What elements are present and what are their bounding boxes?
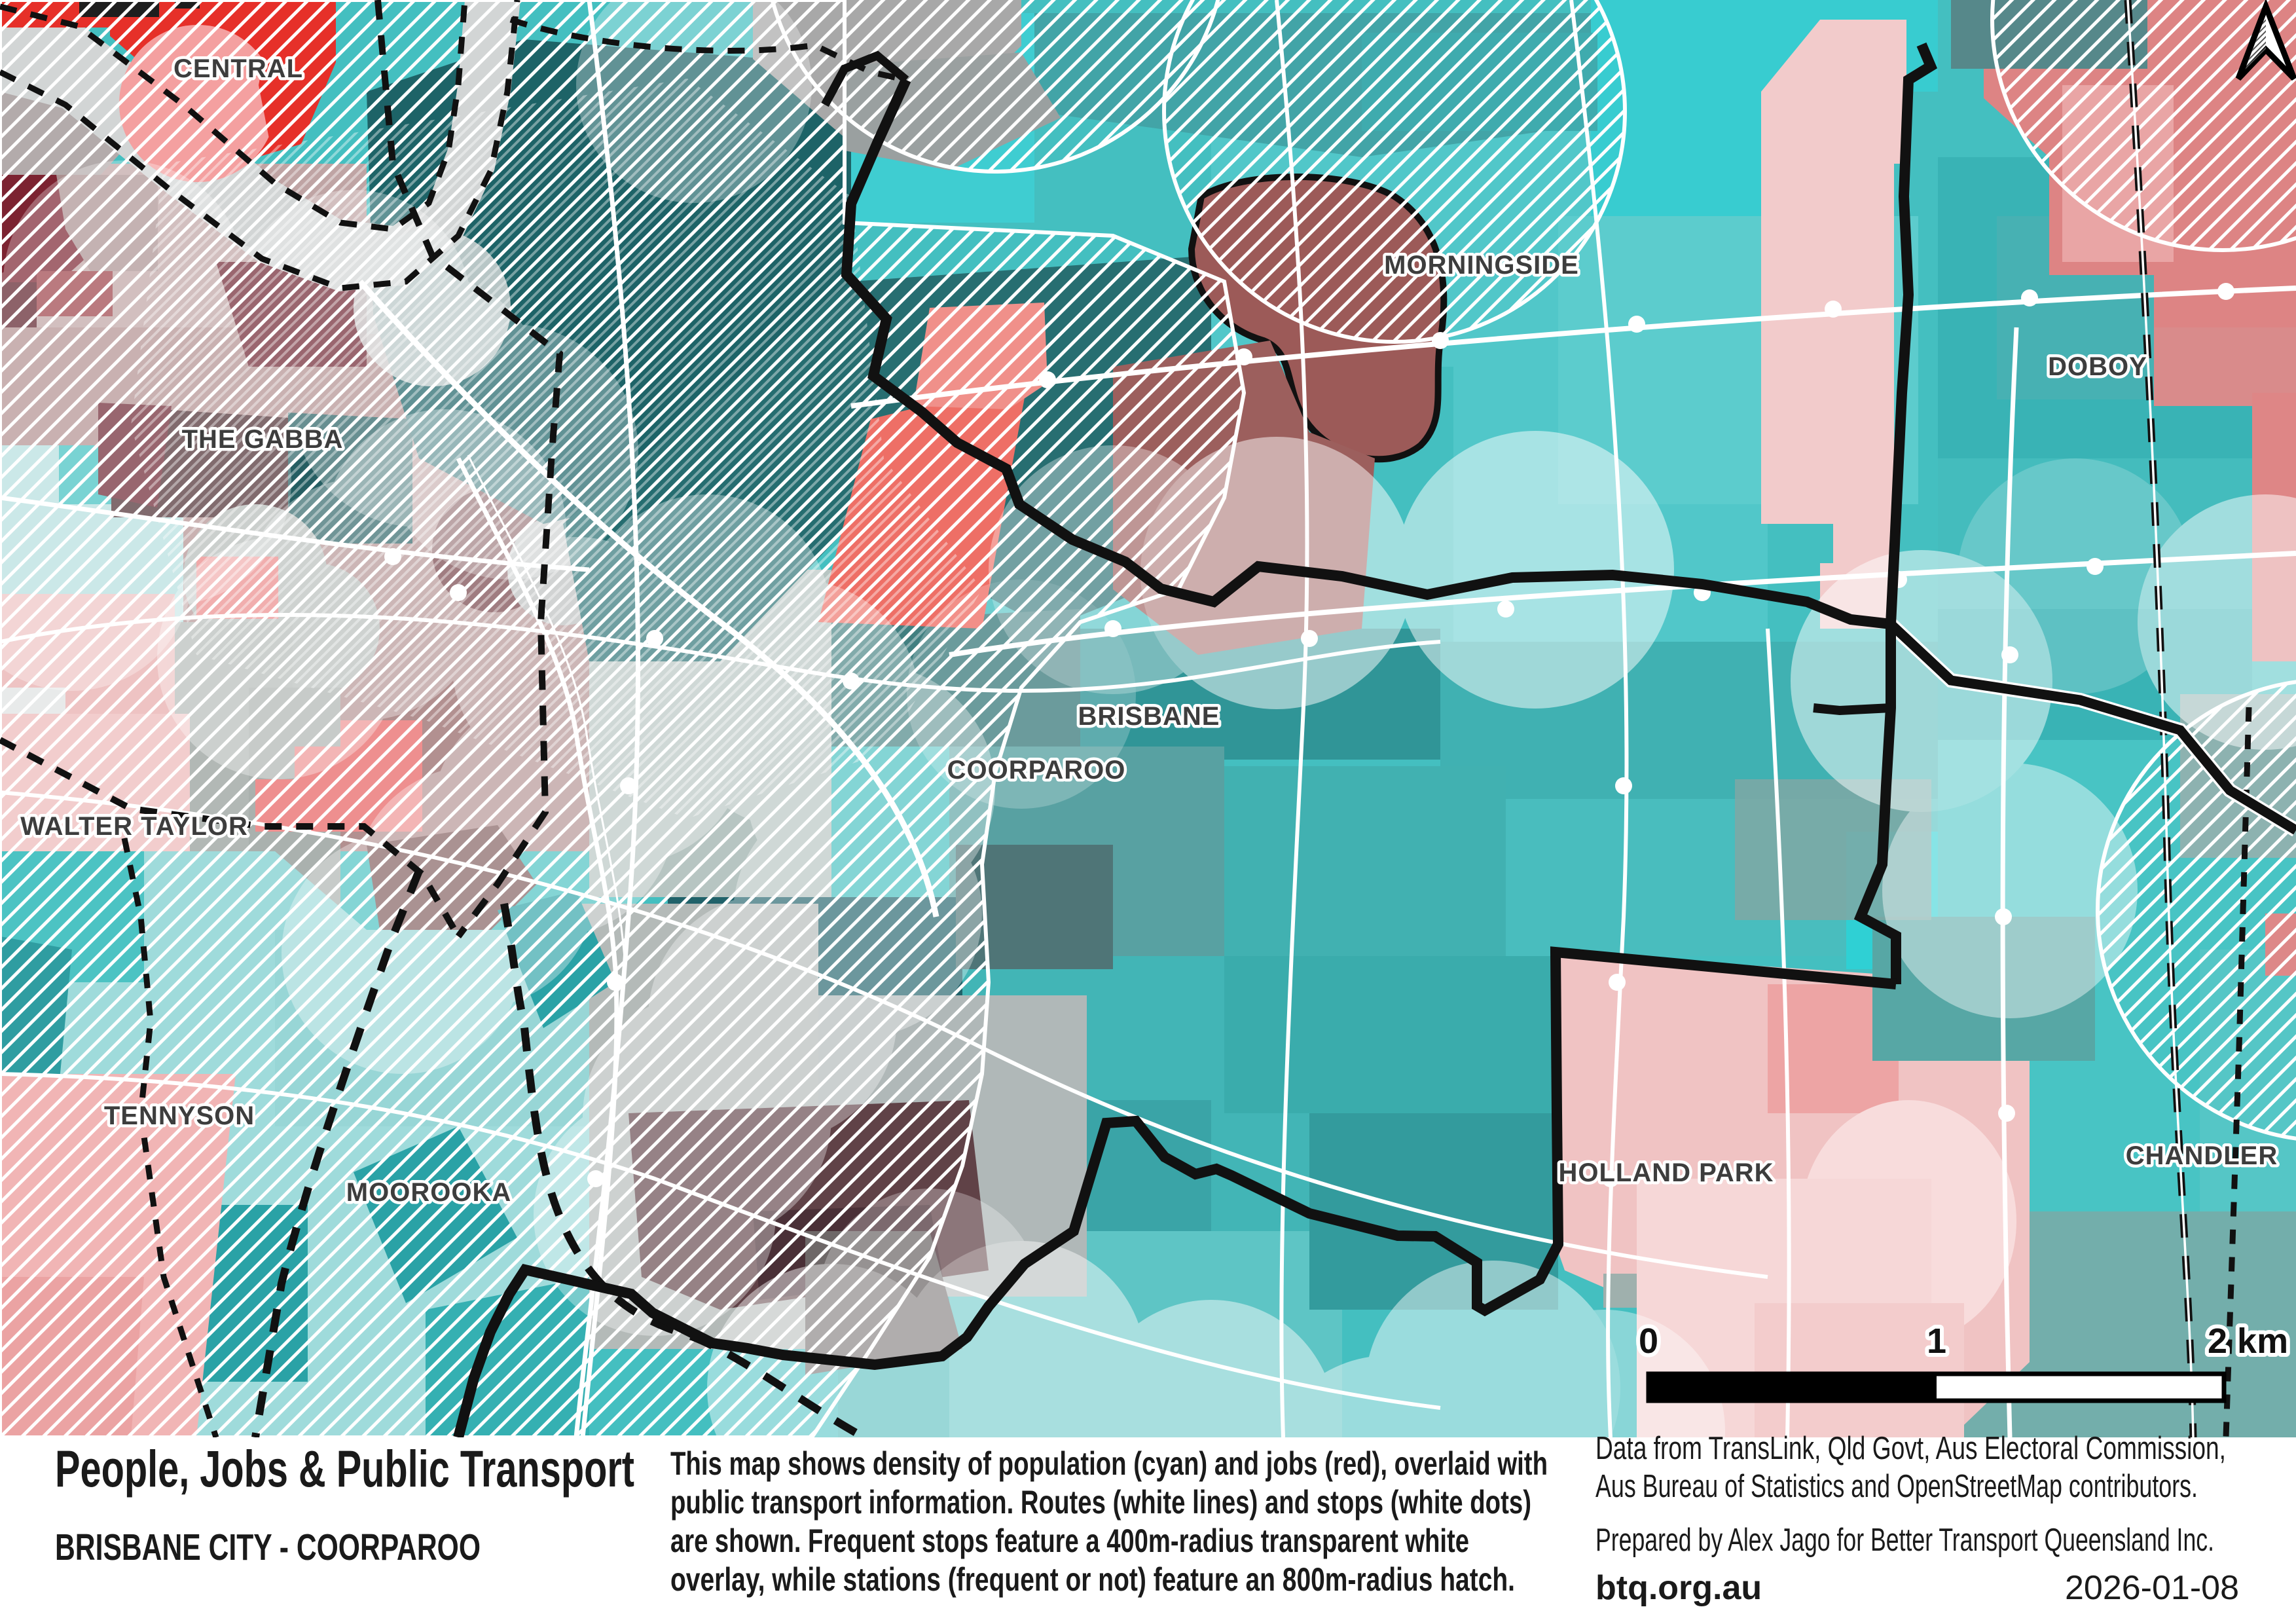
svg-text:MORNINGSIDE: MORNINGSIDE — [1384, 251, 1579, 280]
svg-text:BRISBANE CITY - COORPAROO: BRISBANE CITY - COORPAROO — [55, 1526, 481, 1568]
svg-text:DOBOY: DOBOY — [2048, 352, 2147, 381]
svg-text:WALTER TAYLOR: WALTER TAYLOR — [20, 812, 248, 841]
svg-text:BRISBANE: BRISBANE — [1078, 702, 1220, 731]
svg-text:Aus Bureau of Statistics and O: Aus Bureau of Statistics and OpenStreetM… — [1595, 1469, 2198, 1504]
svg-text:TENNYSON: TENNYSON — [104, 1101, 255, 1130]
svg-text:2026-01-08: 2026-01-08 — [2065, 1569, 2239, 1607]
svg-text:Data from TransLink, Qld Govt: Data from TransLink, Qld Govt, Aus Elect… — [1595, 1431, 2226, 1466]
svg-text:0: 0 — [1639, 1321, 1658, 1361]
svg-text:MOOROOKA: MOOROOKA — [346, 1178, 511, 1207]
svg-text:are shown. Frequent stops feat: are shown. Frequent stops feature a 400m… — [670, 1522, 1469, 1559]
svg-text:THE GABBA: THE GABBA — [182, 425, 344, 454]
svg-text:HOLLAND PARK: HOLLAND PARK — [1558, 1158, 1774, 1187]
svg-text:overlay, while stations (frequ: overlay, while stations (frequent or not… — [670, 1561, 1515, 1598]
svg-text:COORPAROO: COORPAROO — [947, 756, 1126, 784]
svg-text:public transport information.: public transport information. Routes (wh… — [670, 1484, 1531, 1521]
svg-text:CENTRAL: CENTRAL — [173, 54, 303, 83]
svg-text:2 km: 2 km — [2208, 1321, 2288, 1361]
svg-text:CHANDLER: CHANDLER — [2126, 1141, 2278, 1170]
svg-text:This map shows density of popu: This map shows density of population (cy… — [670, 1445, 1548, 1482]
svg-text:Prepared by Alex Jago for Bett: Prepared by Alex Jago for Better Transpo… — [1595, 1522, 2214, 1558]
svg-text:People, Jobs & Public Transpor: People, Jobs & Public Transport — [55, 1439, 634, 1498]
svg-text:btq.org.au: btq.org.au — [1595, 1569, 1762, 1607]
svg-text:1: 1 — [1927, 1321, 1946, 1361]
